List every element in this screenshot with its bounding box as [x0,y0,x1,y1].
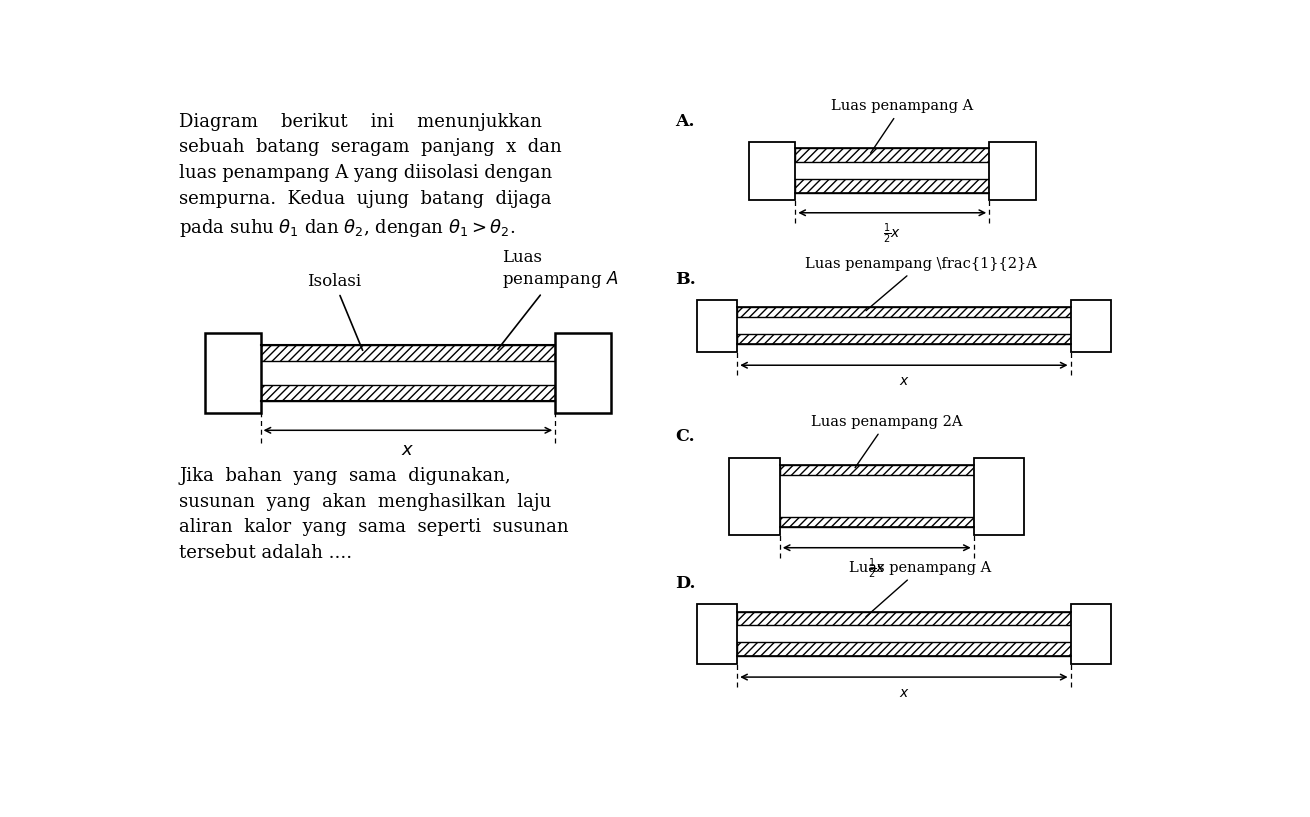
Bar [738,612,1070,626]
Text: Luas penampang \frac{1}{2}A: Luas penampang \frac{1}{2}A [804,257,1036,310]
Bar [1070,604,1111,664]
Bar [779,517,973,527]
Text: Luas
penampang $A$: Luas penampang $A$ [498,249,618,349]
Text: $\theta_2$: $\theta_2$ [990,487,1007,506]
Bar [204,333,261,413]
Text: D.: D. [675,574,696,592]
Text: $x$: $x$ [401,441,414,459]
Bar [738,642,1070,656]
Bar [973,458,1024,534]
Text: Diagram    berikut    ini    menunjukkan
sebuah  batang  seragam  panjang  ​x​  : Diagram berikut ini menunjukkan sebuah b… [179,113,562,239]
Text: $\frac{1}{2}\theta_2$: $\frac{1}{2}\theta_2$ [1079,315,1102,337]
Text: Jika  bahan  yang  sama  digunakan,
susunan  yang  akan  menghasilkan  laju
alir: Jika bahan yang sama digunakan, susunan … [179,467,569,562]
Bar [779,465,973,475]
Text: $\frac{1}{2}x$: $\frac{1}{2}x$ [883,221,901,246]
Bar [989,142,1036,199]
Text: $\frac{1}{2}\theta_2$: $\frac{1}{2}\theta_2$ [1001,160,1023,182]
Text: $\frac{1}{2}\theta_1$: $\frac{1}{2}\theta_1$ [706,623,728,645]
Bar [697,604,738,664]
Text: $\frac{1}{2}\theta_2$: $\frac{1}{2}\theta_2$ [1079,623,1102,645]
Text: $\frac{1}{2}\theta_1$: $\frac{1}{2}\theta_1$ [761,160,783,182]
Text: $\frac{1}{2}\theta_1$: $\frac{1}{2}\theta_1$ [706,315,728,337]
Bar [261,346,555,360]
Bar [697,300,738,352]
Text: $x$: $x$ [899,685,909,699]
Text: A.: A. [675,113,694,130]
Text: $x$: $x$ [899,373,909,388]
Bar [738,307,1070,318]
Bar [795,179,989,193]
Bar [261,386,555,400]
Bar [555,333,610,413]
Text: Luas penampang A: Luas penampang A [831,100,973,153]
Text: C.: C. [675,428,694,445]
Bar [795,149,989,163]
Bar [1070,300,1111,352]
Text: $\frac{1}{2}x$: $\frac{1}{2}x$ [867,556,886,581]
Text: Luas penampang A: Luas penampang A [849,561,992,617]
Text: Isolasi: Isolasi [307,273,363,350]
Text: B.: B. [675,270,696,288]
Bar [738,334,1070,345]
Bar [730,458,779,534]
Text: $\theta_1$: $\theta_1$ [747,487,764,506]
Text: $\theta_1$: $\theta_1$ [221,361,244,385]
Text: Luas penampang 2A: Luas penampang 2A [811,415,962,467]
Text: $\theta_2$: $\theta_2$ [571,361,595,385]
Bar [749,142,795,199]
